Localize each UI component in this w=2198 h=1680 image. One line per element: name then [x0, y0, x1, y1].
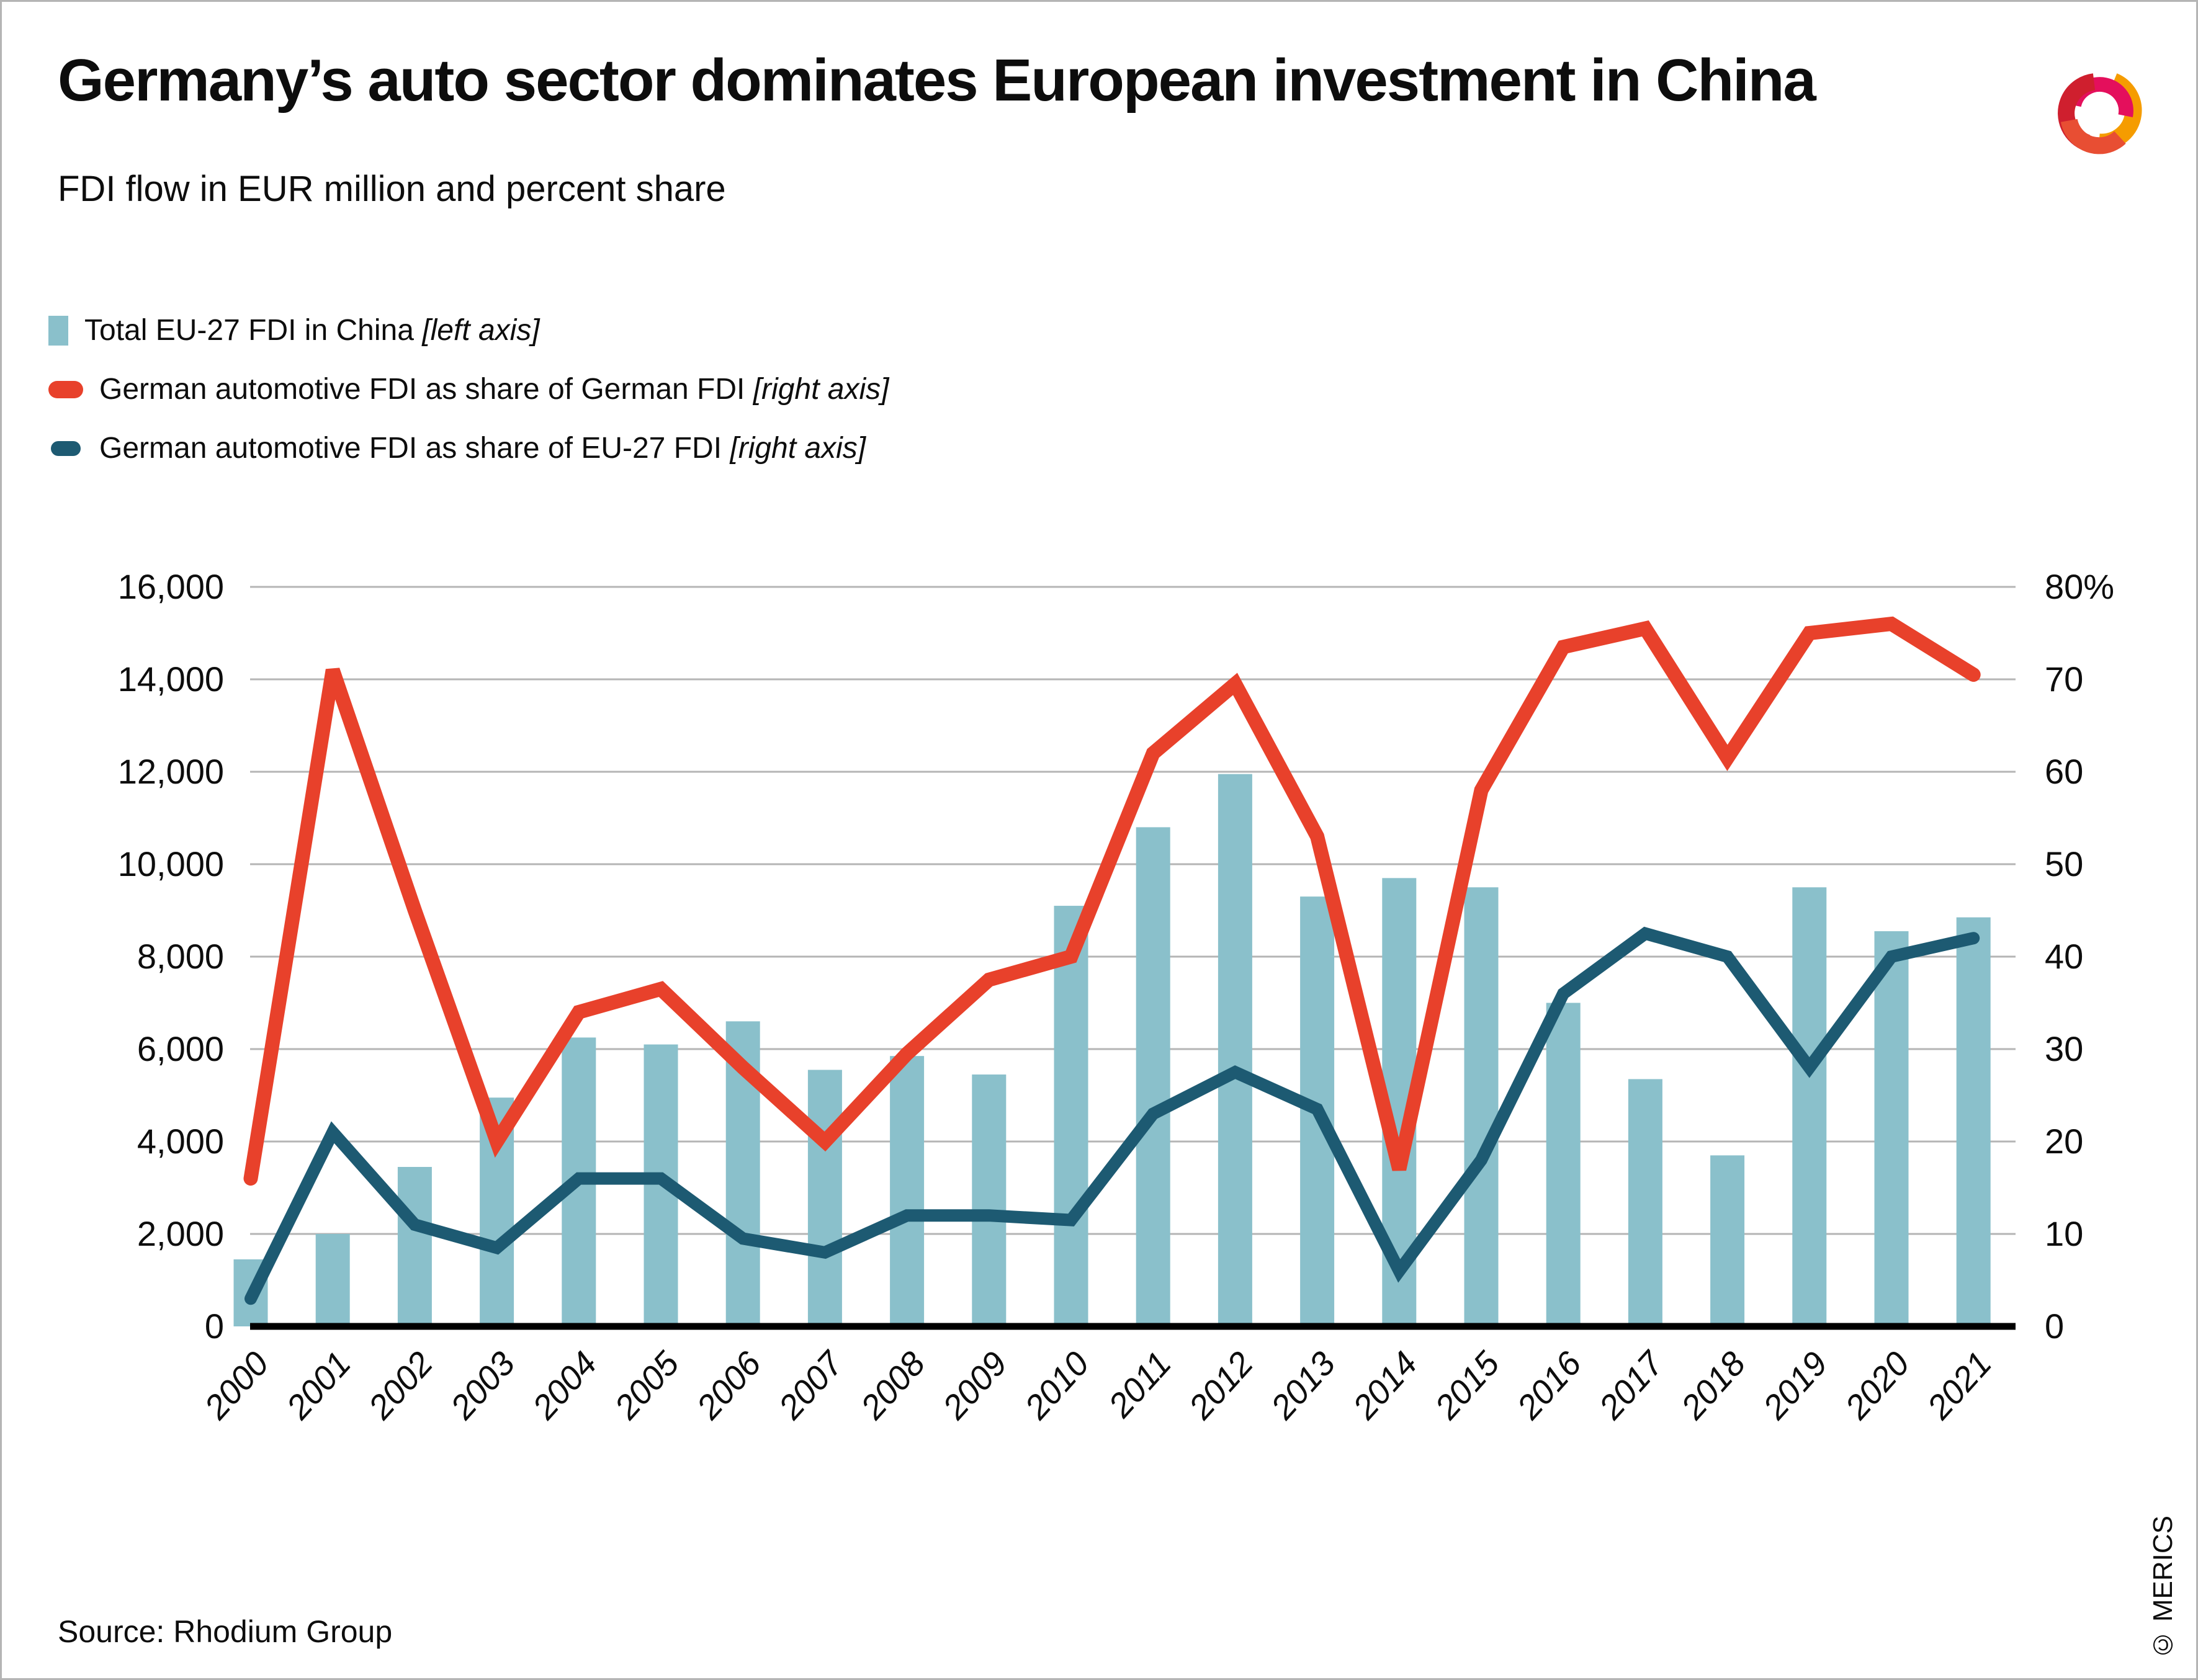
- x-axis-year-label: 2014: [1345, 1344, 1425, 1427]
- left-axis-tick-label: 2,000: [137, 1214, 224, 1253]
- bar-2019: [1792, 887, 1827, 1326]
- bar-2018: [1710, 1155, 1745, 1326]
- x-axis-year-label: 2011: [1100, 1344, 1178, 1425]
- left-axis-tick-label: 4,000: [137, 1122, 224, 1161]
- x-axis-year-label: 2015: [1427, 1344, 1507, 1426]
- x-axis-year-label: 2019: [1755, 1344, 1835, 1427]
- legend-item-label: German automotive FDI as share of German…: [99, 372, 889, 406]
- chart-plot-area: 0 2,000 4,000 6,000 8,000 10,000 12,000 14,000 1…: [2, 535, 2196, 1553]
- bar-2007: [807, 1070, 842, 1326]
- right-axis-tick-label: 20: [2045, 1122, 2083, 1161]
- right-axis-tick-label: 60: [2045, 752, 2083, 791]
- bar-2012: [1218, 774, 1252, 1326]
- bar-2001: [315, 1234, 350, 1326]
- legend-text: Total EU-27 FDI in China: [84, 314, 414, 347]
- right-axis-tick-label: 10: [2045, 1214, 2083, 1253]
- bar-2009: [972, 1074, 1007, 1326]
- legend-text: German automotive FDI as share of German…: [99, 373, 745, 406]
- right-axis-tick-label: 40: [2045, 937, 2083, 976]
- legend-item-label: German automotive FDI as share of EU-27 …: [99, 431, 866, 465]
- x-axis-year-label: 2001: [278, 1344, 358, 1427]
- line-share-of-eu27-fdi: [244, 926, 1980, 1305]
- bar-2011: [1136, 827, 1170, 1326]
- copyright-credit: © MERICS: [2148, 1515, 2178, 1660]
- x-axis-year-label: 2010: [1016, 1344, 1097, 1426]
- x-axis-year-label: 2000: [196, 1344, 276, 1426]
- x-axis-year-label: 2002: [361, 1344, 441, 1427]
- legend-axis-note: [left axis]: [422, 314, 540, 347]
- page-subtitle: FDI flow in EUR million and percent shar…: [58, 169, 726, 209]
- right-axis-tick-label: 70: [2045, 659, 2083, 699]
- legend-item-total-eu27-fdi: Total EU-27 FDI in China [left axis]: [48, 301, 889, 360]
- bar-2017: [1628, 1079, 1662, 1326]
- x-axis-year-label: 2020: [1837, 1344, 1917, 1426]
- merics-logo-icon: [2058, 70, 2142, 154]
- bar-2015: [1464, 887, 1499, 1326]
- legend-axis-note: [right axis]: [730, 432, 866, 465]
- line-share-of-german-fdi: [243, 616, 1981, 1186]
- x-axis-year-label: 2009: [935, 1344, 1015, 1427]
- right-axis-tick-label: 50: [2045, 844, 2083, 883]
- x-axis-year-label: 2008: [853, 1344, 933, 1426]
- bar-2021: [1956, 917, 1991, 1326]
- x-axis-year-label: 2017: [1591, 1343, 1672, 1427]
- right-axis-tick-label: 0: [2045, 1307, 2064, 1346]
- left-axis-tick-label: 12,000: [118, 752, 224, 791]
- legend-item-german-share-eu27-fdi: German automotive FDI as share of EU-27 …: [48, 419, 889, 478]
- bar-2020: [1874, 931, 1909, 1326]
- left-axis-tick-label: 16,000: [118, 567, 224, 606]
- teal-line-swatch-icon: [51, 440, 81, 456]
- x-axis-year-label: 2013: [1263, 1344, 1343, 1426]
- left-axis-tick-label: 0: [205, 1307, 224, 1346]
- x-axis-year-label: 2005: [606, 1344, 686, 1426]
- left-axis-tick-label: 10,000: [118, 844, 224, 883]
- bar-2008: [890, 1056, 925, 1326]
- right-axis-tick-label: 80%: [2045, 567, 2114, 606]
- left-axis-tick-label: 6,000: [137, 1029, 224, 1068]
- x-axis-year-label: 2004: [524, 1344, 604, 1427]
- legend-item-german-share-german-fdi: German automotive FDI as share of German…: [48, 360, 889, 419]
- x-axis-year-label: 2018: [1673, 1344, 1753, 1426]
- x-axis-year-label: 2007: [771, 1343, 851, 1427]
- bar-2002: [397, 1166, 432, 1326]
- legend-text: German automotive FDI as share of EU-27 …: [99, 432, 722, 465]
- legend-item-label: Total EU-27 FDI in China [left axis]: [84, 313, 540, 347]
- x-axis-year-label: 2016: [1509, 1344, 1589, 1426]
- source-note: Source: Rhodium Group: [58, 1614, 393, 1649]
- left-axis-tick-label: 8,000: [137, 937, 224, 976]
- bar-2016: [1546, 1003, 1581, 1326]
- x-axis-year-label: 2003: [442, 1344, 523, 1426]
- combo-chart-svg: 0 2,000 4,000 6,000 8,000 10,000 12,000 14,000 1…: [118, 567, 2114, 1427]
- x-axis-year-label: 2006: [688, 1344, 768, 1426]
- bar-swatch-icon: [48, 315, 68, 346]
- x-axis-year-label: 2012: [1181, 1344, 1261, 1427]
- legend: Total EU-27 FDI in China [left axis] Ger…: [48, 301, 889, 478]
- right-axis-tick-label: 30: [2045, 1029, 2083, 1068]
- bar-2010: [1054, 906, 1088, 1326]
- red-line-swatch-icon: [48, 380, 83, 398]
- x-axis-year-label: 2021: [1919, 1344, 1999, 1427]
- page-title: Germany’s auto sector dominates European…: [58, 47, 1816, 114]
- left-axis-tick-label: 14,000: [118, 659, 224, 699]
- legend-axis-note: [right axis]: [753, 373, 889, 406]
